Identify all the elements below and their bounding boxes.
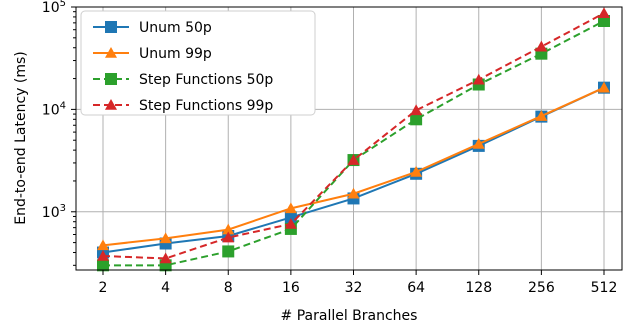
series-1-point-32: [347, 187, 360, 199]
series-3-point-16: [284, 217, 297, 229]
series-0-point-16: [284, 211, 297, 224]
legend-label-0: Unum 50p: [139, 20, 212, 36]
series-3-point-2: [97, 249, 109, 261]
series-1-point-64: [410, 165, 423, 177]
legend: Unum 50p Unum 99p Step Functions 50p Step F…: [80, 10, 316, 116]
y-tick-label-1000: 103: [42, 203, 66, 221]
x-tick-label-64: 64: [407, 280, 425, 296]
series-1-point-2: [97, 239, 109, 251]
y-tick-label-100000: 105: [42, 0, 66, 16]
series-3-point-64: [410, 104, 423, 116]
plot-frame: [75, 6, 623, 271]
series-1-point-8: [222, 223, 235, 235]
legend-label-1: Unum 99p: [139, 46, 212, 62]
y-axis-title: End-to-end Latency (ms): [13, 51, 29, 225]
x-tick-label-2: 2: [99, 280, 108, 296]
x-tick-label-8: 8: [224, 280, 233, 296]
y-tick-label-10000: 104: [42, 100, 66, 118]
legend-marker-3: [105, 99, 117, 110]
legend-marker-2: [105, 73, 117, 85]
series-2-point-8: [222, 245, 235, 258]
legend-box: [80, 10, 316, 116]
x-axis-title: # Parallel Branches: [281, 308, 418, 324]
series-3-point-128: [472, 73, 485, 85]
axes-layer: 2 4 8 16 32 64 128 256 512 103 104 105: [42, 0, 618, 296]
x-tick-label-256: 256: [528, 280, 555, 296]
series-1-point-128: [472, 137, 485, 149]
series-2-point-512: [598, 14, 610, 27]
legend-marker-1: [105, 47, 117, 58]
legend-marker-0: [105, 21, 117, 33]
series-2-point-64: [410, 113, 423, 126]
x-tick-label-16: 16: [282, 280, 300, 296]
x-tick-label-4: 4: [161, 280, 170, 296]
series-3-point-4: [159, 252, 172, 264]
series-2-point-2: [97, 259, 109, 272]
series-line-3: [102, 12, 605, 260]
series-3-point-8: [222, 231, 235, 243]
x-tick-label-32: 32: [345, 280, 363, 296]
series-1-point-256: [535, 110, 548, 121]
series-3-point-32: [347, 154, 360, 165]
legend-label-2: Step Functions 50p: [139, 72, 273, 88]
series-layer: [97, 7, 610, 272]
series-1-point-16: [284, 202, 297, 214]
series-3-point-512: [598, 7, 610, 18]
series-1-point-4: [159, 232, 172, 244]
series-3-point-256: [535, 40, 548, 52]
series-1-point-512: [598, 81, 610, 93]
x-tick-label-128: 128: [465, 280, 492, 296]
x-tick-label-512: 512: [591, 280, 618, 296]
legend-label-3: Step Functions 99p: [139, 98, 273, 114]
